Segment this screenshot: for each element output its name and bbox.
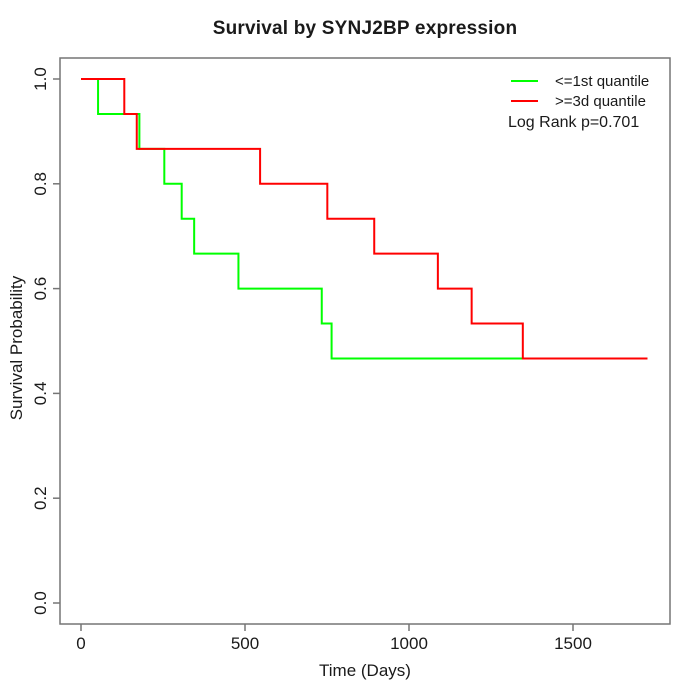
km-curve-high-expression — [81, 78, 648, 360]
legend-item-high-expression: >=3d quantile — [511, 91, 649, 111]
legend-label: >=3d quantile — [555, 92, 646, 110]
x-tick-label: 1000 — [390, 634, 428, 653]
y-tick-label: 0.2 — [31, 486, 50, 510]
y-tick-label: 0.0 — [31, 591, 50, 615]
green-line-swatch-icon — [511, 80, 538, 82]
chart-title: Survival by SYNJ2BP expression — [212, 18, 518, 39]
y-tick-label: 1.0 — [31, 67, 50, 91]
log-rank-p-value: Log Rank p=0.701 — [508, 114, 640, 131]
legend-label: <=1st quantile — [555, 72, 650, 90]
x-tick-label: 1500 — [554, 634, 592, 653]
plot-border — [59, 57, 671, 625]
legend: <=1st quantile >=3d quantile — [511, 71, 649, 111]
y-tick-label: 0.6 — [31, 277, 50, 301]
y-axis-label: Survival Probability — [7, 275, 26, 421]
y-tick-label: 0.4 — [31, 382, 50, 406]
x-tick-label: 0 — [76, 634, 85, 653]
x-axis-label: Time (Days) — [319, 661, 411, 680]
legend-item-low-expression: <=1st quantile — [511, 71, 649, 91]
y-tick-label: 0.8 — [31, 172, 50, 196]
red-line-swatch-icon — [511, 100, 538, 102]
x-tick-label: 500 — [231, 634, 259, 653]
